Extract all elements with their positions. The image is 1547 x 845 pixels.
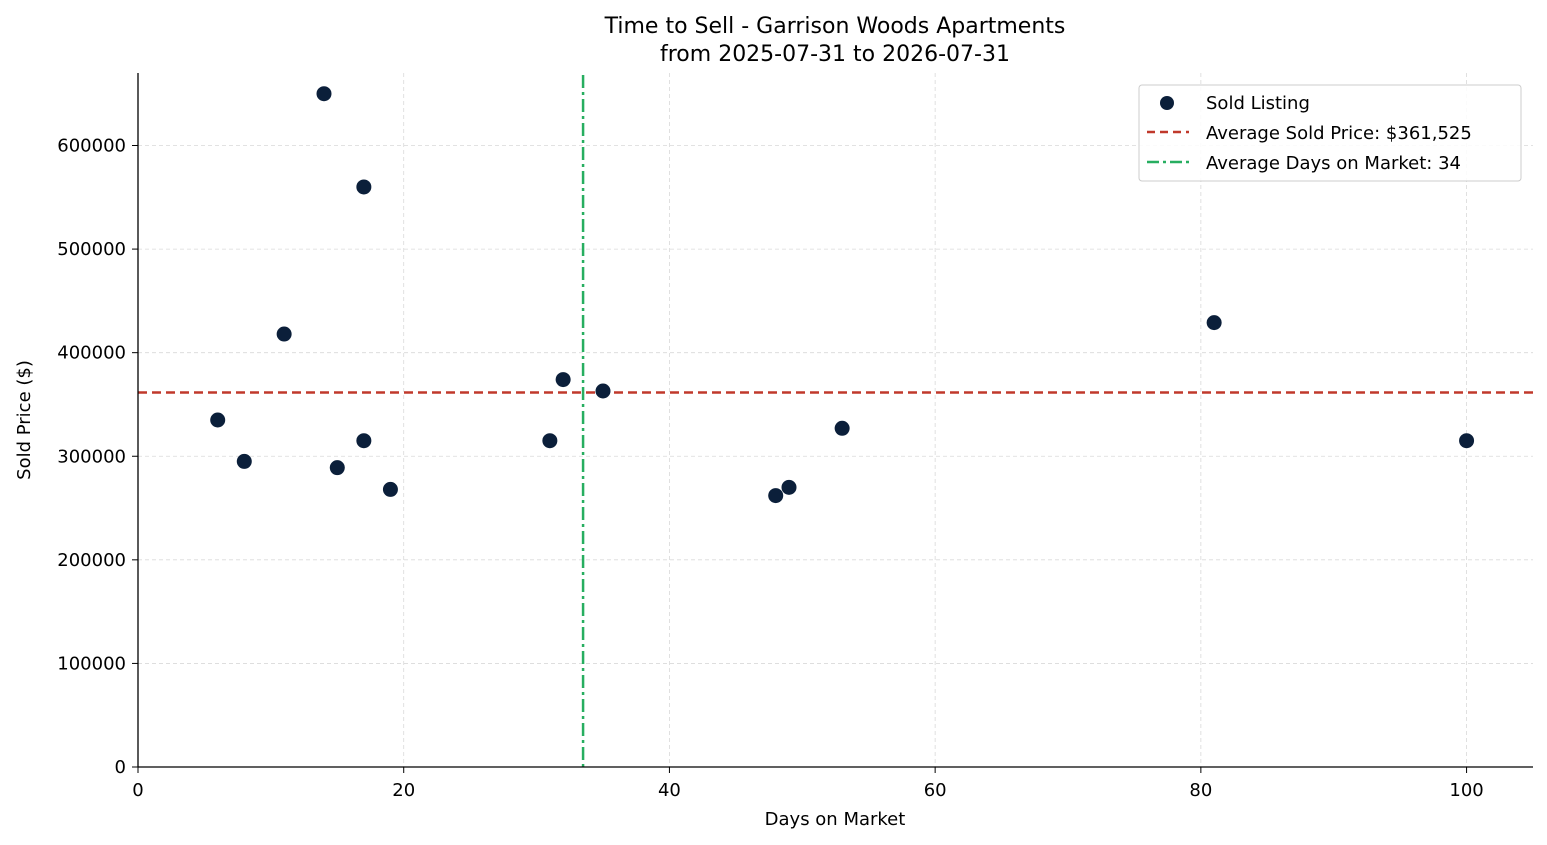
sold-listing-point (768, 488, 784, 504)
x-tick-label: 80 (1189, 780, 1212, 801)
y-axis-label: Sold Price ($) (14, 360, 35, 480)
legend-label-avg-days: Average Days on Market: 34 (1206, 153, 1461, 174)
chart-subtitle: from 2025-07-31 to 2026-07-31 (660, 42, 1010, 67)
sold-listing-point (382, 481, 398, 497)
chart-title: Time to Sell - Garrison Woods Apartments (604, 14, 1066, 39)
y-tick-label: 600000 (57, 136, 126, 157)
scatter-points (210, 86, 1475, 504)
x-tick-label: 0 (132, 780, 143, 801)
y-tick-label: 200000 (57, 550, 126, 571)
sold-listing-point (1206, 315, 1222, 331)
sold-listing-point (1459, 433, 1475, 449)
x-axis-label: Days on Market (765, 809, 906, 830)
sold-listing-point (356, 433, 372, 449)
legend-marker-sold (1160, 96, 1174, 110)
x-tick-label: 60 (924, 780, 947, 801)
y-tick-label: 300000 (57, 446, 126, 467)
legend: Sold Listing Average Sold Price: $361,52… (1138, 84, 1522, 182)
reference-lines (138, 75, 1533, 767)
sold-listing-point (781, 479, 797, 495)
x-tick-label: 20 (392, 780, 415, 801)
y-tick-label: 500000 (57, 239, 126, 260)
y-tick-label: 0 (115, 757, 126, 778)
x-tick-label: 40 (658, 780, 681, 801)
sold-listing-point (276, 326, 292, 342)
sold-listing-point (316, 86, 332, 102)
sold-listing-point (555, 372, 571, 388)
legend-label-avg-price: Average Sold Price: $361,525 (1206, 123, 1472, 144)
legend-label-sold: Sold Listing (1206, 93, 1310, 114)
sold-listing-point (236, 453, 252, 469)
sold-listing-point (210, 412, 226, 428)
sold-listing-point (356, 179, 372, 195)
axes (137, 73, 1533, 768)
x-ticks: 0 20 40 60 80 100 (132, 767, 1484, 801)
sold-listing-point (542, 433, 558, 449)
y-tick-label: 100000 (57, 653, 126, 674)
sold-listing-point (834, 420, 850, 436)
legend-box (1138, 84, 1522, 182)
sold-listing-point (329, 460, 345, 476)
sold-listing-point (595, 383, 611, 399)
y-tick-label: 400000 (57, 343, 126, 364)
x-tick-label: 100 (1449, 780, 1483, 801)
y-ticks: 0 100000 200000 300000 400000 500000 600000 (57, 136, 138, 778)
